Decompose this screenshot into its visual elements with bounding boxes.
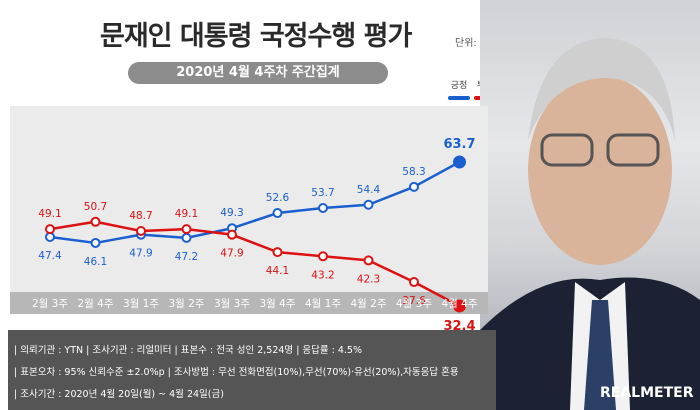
x-tick-label: 3월 4주 [259, 298, 295, 310]
x-tick-label: 2월 3주 [32, 298, 68, 310]
data-point-positive [45, 231, 55, 242]
data-label-negative: 37.6 [402, 295, 426, 307]
data-label-positive: 47.2 [175, 251, 198, 263]
series-line-positive [49, 160, 461, 245]
data-point-negative [90, 216, 101, 227]
data-label-negative: 48.7 [129, 210, 152, 222]
x-tick-label: 4월 4주 [441, 298, 477, 310]
info-line-3: | 조사기간 : 2020년 4월 20일(월) ~ 4월 24일(금) [14, 389, 224, 400]
unit-label: 단위: % [455, 38, 490, 49]
data-label-negative: 49.1 [38, 208, 61, 220]
data-point-negative [272, 247, 283, 258]
x-tick-label: 4월 1주 [305, 298, 341, 310]
data-point-positive [90, 237, 101, 248]
info-line-2: | 표본오차 : 95% 신뢰수준 ±2.0%p | 조사방법 : 무선 전화면… [14, 367, 459, 378]
legend-positive: 긍정 [448, 78, 470, 103]
data-label-positive: 46.1 [84, 256, 107, 268]
data-label-positive: 49.3 [220, 207, 243, 219]
data-point-positive [363, 199, 374, 210]
data-label-positive: 47.4 [38, 250, 62, 262]
x-tick-label: 3월 2주 [168, 298, 204, 310]
x-tick-label: 3월 1주 [123, 298, 159, 310]
subtitle-bar: 2020년 4월 4주차 주간집계 [128, 62, 388, 84]
legend-positive-swatch [448, 95, 470, 100]
data-point-negative [136, 225, 146, 236]
data-label-positive: 53.7 [311, 187, 334, 199]
x-axis-bar [10, 292, 488, 314]
data-label-negative: 47.9 [220, 248, 243, 260]
survey-info-box: | 의뢰기관 : YTN | 조사기관 : 리얼미터 | 표본수 : 전국 성인… [8, 330, 496, 410]
data-point-negative [409, 277, 419, 288]
data-point-positive [409, 181, 419, 192]
page-title: 문재인 대통령 국정수행 평가 [100, 21, 412, 52]
data-point-positive [318, 202, 328, 213]
data-point-negative [45, 224, 55, 235]
data-point-negative [227, 229, 237, 240]
data-label-negative: 49.1 [175, 208, 198, 220]
data-point-negative [318, 251, 328, 262]
x-tick-label: 2월 4주 [77, 298, 113, 310]
portrait-illustration [480, 38, 700, 410]
data-label-positive: 63.7 [443, 137, 475, 152]
line-chart: 47.4 46.1 47.9 47.2 49.3 52.6 53.7 54.4 58.3 63.7… [32, 137, 478, 330]
data-label-positive: 58.3 [402, 166, 425, 178]
president-photo [480, 0, 700, 410]
x-tick-label: 4월 2주 [350, 298, 386, 310]
data-point-negative [181, 224, 192, 235]
data-point-positive [453, 155, 466, 169]
brand-logo: REALMETER [600, 385, 694, 401]
data-point-positive [181, 232, 192, 243]
legend-positive-label: 긍정 [450, 81, 468, 91]
x-tick-label: 4월 3주 [396, 298, 432, 310]
data-label-negative: 44.1 [266, 265, 289, 277]
data-point-negative [363, 255, 374, 266]
data-label-negative: 50.7 [84, 201, 107, 213]
series-line-negative [49, 220, 461, 308]
data-point-positive [272, 208, 283, 219]
x-tick-label: 3월 3주 [214, 298, 250, 310]
data-label-negative: 32.4 [443, 319, 475, 330]
data-label-positive: 52.6 [266, 192, 290, 204]
info-line-1: | 의뢰기관 : YTN | 조사기관 : 리얼미터 | 표본수 : 전국 성인… [14, 345, 363, 356]
data-label-positive: 47.9 [129, 248, 152, 260]
data-label-negative: 43.2 [311, 269, 334, 281]
data-label-negative: 42.3 [357, 273, 380, 285]
data-point-negative [453, 299, 466, 313]
data-label-positive: 54.4 [357, 184, 381, 196]
